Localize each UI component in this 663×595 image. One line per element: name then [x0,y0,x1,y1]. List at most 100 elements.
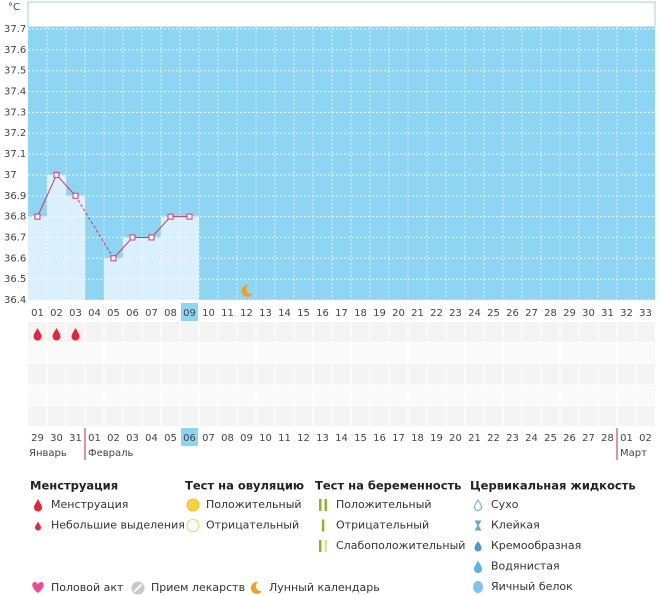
legend-label: Отрицательный [206,519,299,532]
date-label: 30 [50,433,63,444]
y-tick-label: 37 [4,170,17,181]
icon-shape [324,499,327,511]
event-row [28,406,655,426]
header-strip [27,1,656,28]
temperature-point [186,213,193,220]
legend-label: Прием лекарств [151,581,245,594]
month-label: Февраль [88,448,134,459]
legend-label: Лунный календарь [269,581,380,594]
day-label: 12 [240,308,253,319]
date-label: 04 [145,433,158,444]
y-tick-label: 36.8 [4,212,26,223]
gap-connector [75,195,114,259]
date-label: 13 [316,433,329,444]
date-label: 27 [582,433,595,444]
event-row [28,364,655,384]
y-tick-label: 36.7 [4,232,26,243]
icon-shape [474,520,482,531]
date-label: 16 [373,433,386,444]
icon [35,521,41,531]
icon-shape [250,581,262,594]
day-label: 14 [278,308,291,319]
day-label: 29 [563,308,576,319]
day-label: 17 [335,308,348,319]
date-label: 11 [278,433,291,444]
icon [33,328,42,341]
icon [474,560,482,573]
icon-shape [34,499,42,512]
date-label: 22 [487,433,500,444]
icon [474,520,482,531]
icon-shape [474,560,482,573]
month-label: Март [620,448,647,459]
legend-label: Слабоположительный [336,539,465,552]
y-tick-label: 36.5 [4,274,26,285]
icon-shape [474,541,482,552]
y-tick-label: 37.4 [4,87,26,98]
icon [250,581,262,594]
date-label: 06 [183,433,196,444]
icon-shape [32,582,44,593]
legend-label: Яичный белок [491,580,573,593]
date-label: 29 [31,433,44,444]
day-label: 10 [202,308,215,319]
date-label: 21 [468,433,481,444]
day-label: 23 [449,308,462,319]
unit-label: °C [8,2,20,13]
date-label: 15 [354,433,367,444]
date-label: 31 [69,433,82,444]
legend-heading: Цервикальная жидкость [470,479,636,493]
icon-shape [186,498,200,512]
date-label: 02 [639,433,652,444]
icon-shape [186,519,200,532]
day-label: 22 [430,308,443,319]
icon-shape [473,499,483,511]
icon [52,328,61,341]
day-label: 20 [392,308,405,319]
legend-label: Положительный [206,498,302,511]
legend-label: Водянистая [491,560,560,573]
temperature-point [167,213,174,220]
day-label: 28 [544,308,557,319]
icon-shape [319,499,322,511]
icon [241,284,253,297]
temperature-point [72,192,79,199]
icon-shape [133,583,143,593]
day-label: 19 [373,308,386,319]
day-label: 11 [221,308,234,319]
y-tick-label: 37.7 [4,24,26,35]
day-label: 21 [411,308,424,319]
date-label: 01 [620,433,633,444]
icon-shape [241,284,253,297]
day-label: 07 [145,308,158,319]
icon-shape [35,521,41,531]
icon [319,540,327,552]
temperature-point [148,234,155,241]
icon-shape [324,540,327,552]
day-label: 18 [354,308,367,319]
legend-label: Отрицательный [336,519,429,532]
day-label: 08 [164,308,177,319]
date-label: 14 [335,433,348,444]
icon [186,519,200,532]
icon [186,498,200,512]
icon-shape [473,581,483,593]
day-label: 04 [88,308,101,319]
temperature-point [129,234,136,241]
day-label: 03 [69,308,82,319]
date-label: 28 [601,433,614,444]
y-tick-label: 36.4 [4,295,26,306]
day-label: 05 [107,308,120,319]
date-label: 24 [525,433,538,444]
temperature-column [66,195,85,300]
day-label: 24 [468,308,481,319]
temperature-column [142,237,161,300]
day-label: 06 [126,308,139,319]
date-label: 19 [430,433,443,444]
selected-date [181,428,198,446]
event-row [28,343,655,363]
y-tick-label: 37.3 [4,107,26,118]
icon-shape [319,540,322,552]
date-label: 25 [544,433,557,444]
day-label: 16 [316,308,329,319]
